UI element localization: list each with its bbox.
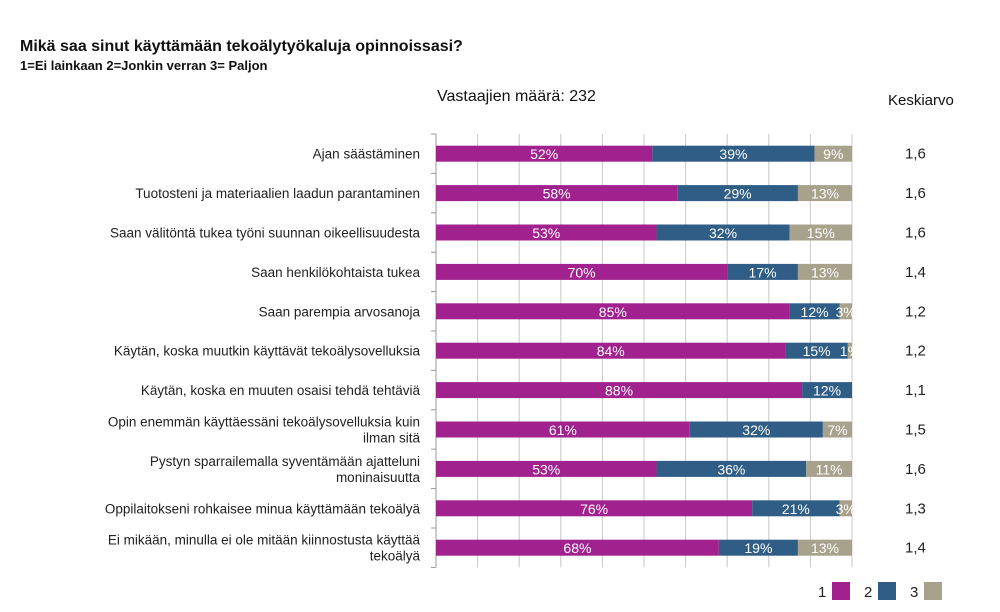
data-label: 21%	[782, 501, 810, 517]
category-label: Ajan säästäminen	[313, 147, 420, 162]
bar-segment-3	[789, 224, 852, 241]
data-label: 1%	[840, 343, 860, 359]
data-label: 15%	[807, 225, 835, 241]
data-label: 13%	[811, 540, 839, 556]
data-label: 68%	[563, 540, 591, 556]
bar-segment-2	[789, 303, 840, 320]
legend-swatch	[832, 582, 850, 600]
category-label: Tuotosteni ja materiaalien laadun parant…	[135, 186, 420, 201]
bar-segment-1	[436, 145, 653, 162]
bar-segment-1	[436, 460, 657, 477]
data-label: 36%	[717, 461, 745, 477]
category-label: Käytän, koska en muuten osaisi tehdä teh…	[141, 383, 421, 398]
bar-segment-1	[436, 185, 678, 202]
bar-segment-3	[847, 342, 852, 359]
data-label: 85%	[599, 304, 627, 320]
data-label: 15%	[803, 343, 831, 359]
category-label: Saan parempia arvosanoja	[259, 304, 421, 319]
bar-segment-2	[802, 382, 852, 399]
data-label: 70%	[568, 264, 596, 280]
mean-value: 1,2	[905, 303, 926, 320]
data-label: 13%	[811, 186, 839, 202]
mean-value: 1,6	[905, 461, 926, 478]
data-label: 19%	[744, 540, 772, 556]
data-label: 32%	[709, 225, 737, 241]
bar-segment-3	[797, 185, 852, 202]
bar-segment-2	[785, 342, 848, 359]
respondents-count: Vastaajien määrä: 232	[437, 88, 596, 105]
data-label: 11%	[816, 461, 843, 477]
mean-value: 1,6	[905, 146, 926, 163]
bar-segment-1	[436, 263, 728, 280]
mean-value: 1,4	[905, 540, 926, 557]
data-label: 84%	[597, 343, 625, 359]
data-label: 76%	[580, 501, 608, 517]
data-label: 88%	[605, 383, 633, 399]
category-label: Pystyn sparrailemalla syventämään ajatte…	[150, 454, 421, 485]
bar-segment-3	[797, 539, 852, 556]
category-label: Käytän, koska muutkin käyttävät tekoälys…	[114, 344, 421, 359]
data-label: 13%	[811, 264, 839, 280]
mean-value: 1,5	[905, 422, 926, 439]
data-label: 3%	[836, 501, 856, 517]
bar-segment-1	[436, 500, 753, 517]
legend-label: 3	[910, 584, 918, 601]
mean-value: 1,4	[905, 264, 926, 281]
data-label: 39%	[719, 146, 747, 162]
bar-segment-3	[839, 500, 852, 517]
category-label: Oppilaitokseni rohkaisee minua käyttämää…	[105, 501, 421, 516]
bar-segment-1	[436, 342, 786, 359]
bar-segment-2	[727, 263, 798, 280]
category-label: Opin enemmän käyttäessäni tekoälysovellu…	[108, 415, 421, 446]
data-label: 17%	[749, 264, 777, 280]
data-label: 52%	[530, 146, 558, 162]
bar-segment-3	[814, 145, 852, 162]
data-label: 61%	[549, 422, 577, 438]
bar-segment-3	[839, 303, 852, 320]
data-label: 9%	[823, 146, 843, 162]
bar-segment-3	[806, 460, 852, 477]
data-label: 58%	[543, 186, 571, 202]
data-label: 7%	[827, 422, 847, 438]
bar-segment-2	[752, 500, 840, 517]
mean-value: 1,6	[905, 185, 926, 202]
bar-segment-1	[436, 303, 790, 320]
legend-swatch	[878, 582, 896, 600]
category-label: Saan henkilökohtaista tukea	[251, 265, 420, 280]
data-label: 53%	[532, 461, 560, 477]
chart-title: Mikä saa sinut käyttämään tekoälytyökalu…	[20, 38, 463, 55]
legend-label: 1	[818, 584, 826, 601]
bar-segment-2	[656, 460, 807, 477]
bar-segment-1	[436, 224, 657, 241]
category-label: Ei mikään, minulla ei ole mitään kiinnos…	[108, 533, 421, 564]
bar-segment-2	[677, 185, 798, 202]
mean-value: 1,3	[905, 500, 926, 517]
mean-header: Keskiarvo	[888, 92, 954, 109]
category-label: Saan välitöntä tukea työni suunnan oikee…	[110, 226, 420, 241]
chart-subtitle: 1=Ei lainkaan 2=Jonkin verran 3= Paljon	[20, 58, 268, 73]
bar-segment-2	[718, 539, 798, 556]
bar-segment-3	[822, 421, 852, 438]
legend-label: 2	[864, 584, 872, 601]
bar-segment-2	[652, 145, 815, 162]
data-label: 12%	[813, 383, 841, 399]
bar-segment-1	[436, 382, 803, 399]
data-label: 32%	[742, 422, 770, 438]
data-label: 12%	[801, 304, 829, 320]
data-label: 3%	[836, 304, 856, 320]
mean-value: 1,1	[905, 382, 926, 399]
data-label: 29%	[724, 186, 752, 202]
bar-segment-1	[436, 421, 690, 438]
bar-segment-2	[689, 421, 823, 438]
mean-value: 1,2	[905, 343, 926, 360]
bar-segment-1	[436, 539, 719, 556]
mean-value: 1,6	[905, 225, 926, 242]
legend-swatch	[924, 582, 942, 600]
bar-segment-2	[656, 224, 790, 241]
data-label: 53%	[532, 225, 560, 241]
bar-segment-3	[797, 263, 852, 280]
